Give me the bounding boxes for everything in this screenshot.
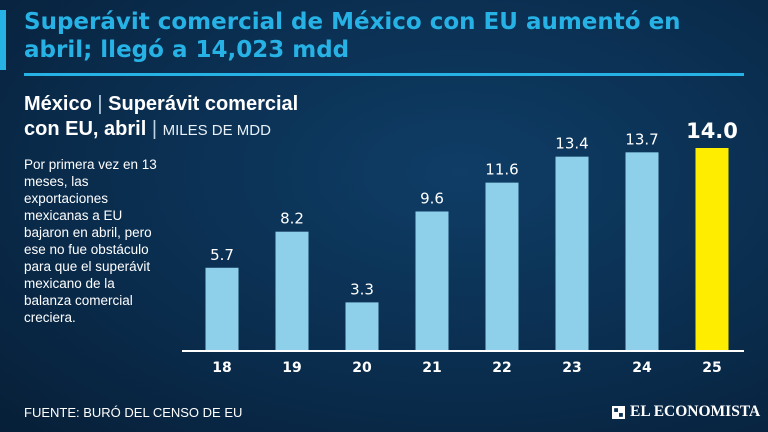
- tick-label-21: 21: [422, 360, 441, 376]
- bar-21: [415, 211, 449, 350]
- bar-22: [485, 182, 519, 350]
- value-label-23: 13.4: [555, 135, 588, 153]
- source-credit: FUENTE: BURÓ DEL CENSO DE EU: [24, 405, 243, 420]
- value-label-20: 3.3: [350, 280, 374, 298]
- bar-20: [345, 302, 379, 350]
- chart-annotation: Por primera vez en 13 meses, las exporta…: [24, 157, 157, 325]
- chart-title-separator: |: [97, 93, 103, 115]
- chart-title-country: México: [24, 93, 92, 115]
- brand-logo: EL ECONOMISTA: [612, 403, 760, 421]
- tick-label-22: 22: [492, 360, 511, 376]
- accent-bar: [0, 10, 6, 70]
- headline: Superávit comercial de México con EU aum…: [24, 9, 681, 63]
- tick-label-20: 20: [352, 360, 372, 376]
- tick-label-24: 24: [632, 360, 652, 376]
- chart-units: MILES DE MDD: [162, 122, 271, 139]
- tick-label-23: 23: [562, 360, 581, 376]
- value-label-24: 13.7: [625, 130, 658, 148]
- tick-label-25: 25: [702, 360, 721, 376]
- chart-title-topic: Superávit comercial: [108, 93, 299, 115]
- bar-19: [275, 231, 309, 350]
- value-label-19: 8.2: [280, 210, 304, 228]
- chart-title-separator-2: |: [151, 118, 158, 140]
- title-divider: [24, 73, 744, 76]
- value-label-22: 11.6: [485, 161, 518, 179]
- chart-title: México | Superávit comercial con EU, abr…: [24, 92, 424, 143]
- value-label-21: 9.6: [420, 189, 444, 207]
- brand-mark-icon: [612, 405, 625, 419]
- value-label-18: 5.7: [210, 246, 234, 264]
- bar-23: [555, 156, 589, 350]
- chart-title-subtopic: con EU, abril: [24, 118, 147, 140]
- bar-25: [695, 148, 729, 350]
- bar-24: [625, 152, 659, 350]
- tick-label-18: 18: [212, 360, 231, 376]
- tick-label-19: 19: [282, 360, 301, 376]
- brand-name: EL ECONOMISTA: [630, 403, 761, 420]
- value-label-25: 14.0: [686, 119, 738, 143]
- bar-18: [205, 267, 239, 350]
